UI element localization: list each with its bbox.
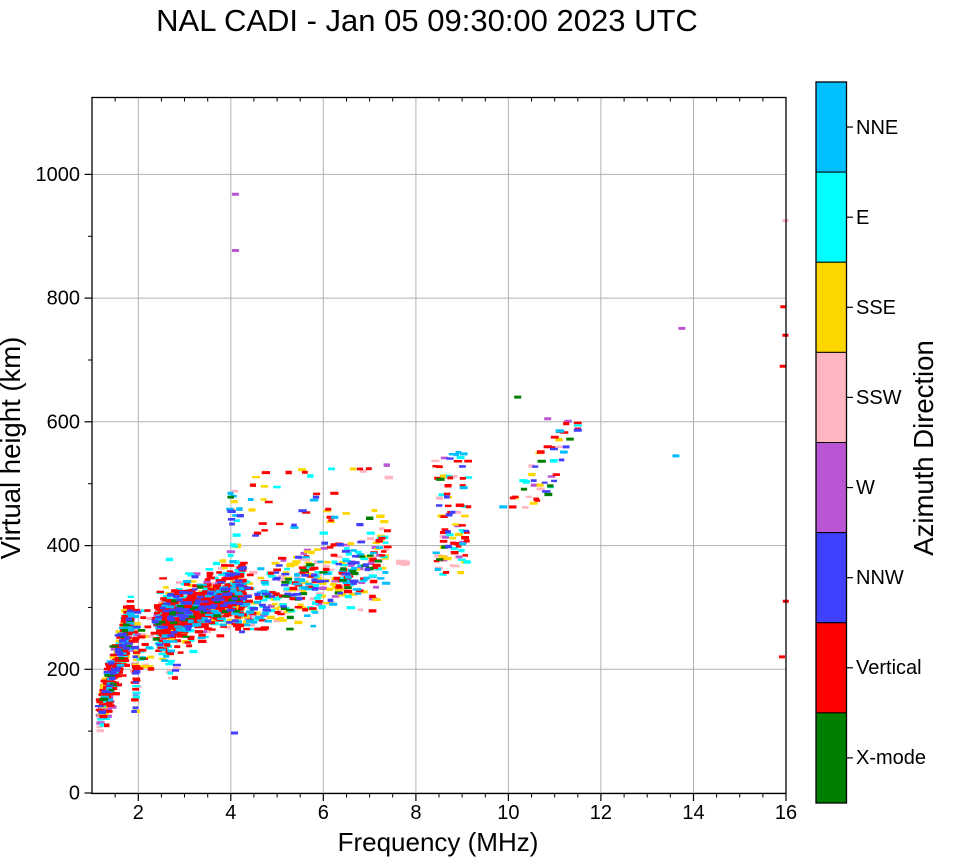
- svg-text:4: 4: [225, 802, 236, 824]
- svg-text:Vertical: Vertical: [856, 657, 922, 679]
- svg-text:10: 10: [497, 802, 519, 824]
- svg-text:NNW: NNW: [856, 567, 904, 589]
- svg-text:NAL CADI - Jan 05 09:30:00 202: NAL CADI - Jan 05 09:30:00 2023 UTC: [156, 3, 698, 38]
- svg-text:2: 2: [133, 802, 144, 824]
- svg-text:Virtual height (km): Virtual height (km): [0, 337, 26, 560]
- svg-text:X-mode: X-mode: [856, 747, 926, 769]
- svg-text:1000: 1000: [36, 164, 81, 186]
- svg-text:16: 16: [775, 802, 797, 824]
- svg-text:E: E: [856, 207, 869, 229]
- svg-text:12: 12: [590, 802, 612, 824]
- svg-text:SSE: SSE: [856, 297, 896, 319]
- svg-text:W: W: [856, 477, 875, 499]
- svg-text:NNE: NNE: [856, 117, 898, 139]
- svg-text:Frequency (MHz): Frequency (MHz): [338, 827, 539, 857]
- svg-text:SSW: SSW: [856, 387, 902, 409]
- svg-text:800: 800: [47, 288, 80, 310]
- svg-text:400: 400: [47, 535, 80, 557]
- svg-text:14: 14: [682, 802, 704, 824]
- svg-text:200: 200: [47, 659, 80, 681]
- svg-text:600: 600: [47, 411, 80, 433]
- svg-text:Azimuth Direction: Azimuth Direction: [908, 340, 939, 556]
- svg-text:0: 0: [69, 783, 80, 805]
- svg-text:8: 8: [410, 802, 421, 824]
- svg-text:6: 6: [318, 802, 329, 824]
